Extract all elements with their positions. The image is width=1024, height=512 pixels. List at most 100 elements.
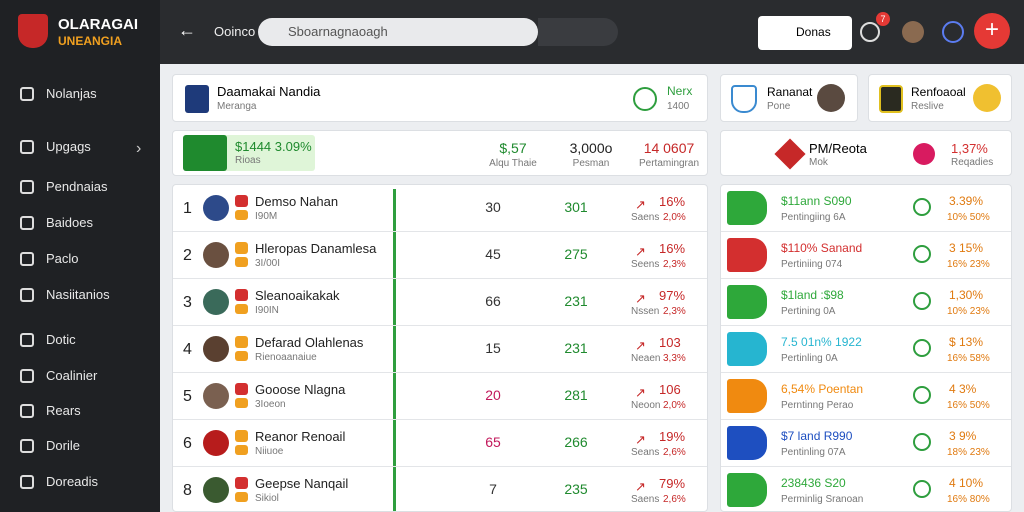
pct-sub: 2,0% (663, 400, 686, 411)
player-sub: I90IN (255, 305, 279, 316)
trend-icon: ↗ (635, 291, 646, 306)
badge (235, 430, 248, 442)
avatar (203, 430, 229, 456)
header-card: Renfoaoal Reslive (868, 74, 1012, 122)
stat-b: 231 (564, 293, 588, 309)
status-icon (913, 386, 931, 404)
stat-a: 65 (485, 434, 501, 450)
avatar (203, 242, 229, 268)
item-sub: Pentinling 07A (781, 447, 846, 458)
item-sub: Perntinng Perao (781, 400, 854, 411)
stat-b: 235 (564, 481, 588, 497)
highlight-icon (183, 135, 227, 171)
page-label: Ooinco (214, 24, 256, 39)
brand-subtitle: UNEANGIA (58, 34, 123, 48)
nav-item[interactable]: Paclo (20, 251, 79, 266)
nav-icon (20, 139, 34, 154)
team-logo (731, 85, 757, 113)
header-card: Rananat Pone (720, 74, 858, 122)
nav-label: Doreadis (46, 474, 99, 489)
list-row[interactable]: 238436 S20 Perminlig Sranoan 4 10% 16% 80% (721, 466, 1011, 511)
status-icon (913, 339, 931, 357)
stat-b: 281 (564, 387, 588, 403)
player-sub: Sikiol (255, 493, 279, 504)
highlight-label: Rioas (235, 155, 261, 166)
nav-item[interactable]: Nasiitanios (20, 287, 110, 302)
nav-label: Baidoes (46, 215, 93, 230)
side-title: Nerx (667, 84, 693, 98)
search-box[interactable]: Sboarnagnaoagh (258, 18, 538, 46)
stat-label: Pertamingran (638, 158, 700, 169)
stat-subtitle: Mok (809, 157, 828, 168)
rank: 5 (183, 388, 192, 405)
table-row[interactable]: 2 Hleropas Danamlesa 3I/00I 45 275 ↗ 16% Seens 2… (173, 231, 707, 278)
player-sub: Niiuoe (255, 446, 284, 457)
add-button[interactable]: + (974, 13, 1010, 49)
globe-icon[interactable] (942, 21, 964, 43)
item-range: 18% 23% (947, 447, 990, 458)
profile-button[interactable]: Donas (758, 16, 852, 50)
notification-icon[interactable] (860, 22, 880, 42)
nav-item[interactable]: Rears (20, 403, 81, 418)
pct-sub: 2,6% (663, 447, 686, 458)
item-value: 3 9% (949, 429, 977, 443)
rank: 3 (183, 294, 192, 311)
team-logo (879, 85, 903, 113)
item-sub: Pertining 0A (781, 306, 836, 317)
badge (235, 383, 248, 395)
pct-label: Seens (631, 259, 660, 270)
nav-item[interactable]: Dotic (20, 332, 76, 347)
pct-label: Neaen (631, 353, 661, 364)
list-row[interactable]: $110% Sanand Pertiniing 074 3 15% 16% 23% (721, 231, 1011, 278)
table-row[interactable]: 5 Gooose Nlagna 3Ioeon 20 281 ↗ 106 Neoon 2,0% (173, 372, 707, 419)
table-row[interactable]: 1 Demso Nahan I90M 30 301 ↗ 16% Saens 2,0% (173, 185, 707, 231)
table-row[interactable]: 4 Defarad Olahlenas Rienoaanaiue 15 231 ↗ 103 N… (173, 325, 707, 372)
list-row[interactable]: $7 land R990 Pentinling 07A 3 9% 18% 23% (721, 419, 1011, 466)
table-row[interactable]: 3 Sleanoaikakak I90IN 66 231 ↗ 97% Nssen 2,3% (173, 278, 707, 325)
rank: 1 (183, 200, 192, 217)
badge (235, 351, 248, 361)
item-value: 3.39% (949, 194, 984, 208)
nav-item[interactable]: Upgags (20, 139, 91, 154)
status-icon (913, 198, 931, 216)
avatar[interactable] (902, 21, 924, 43)
list-row[interactable]: 6,54% Poentan Perntinng Perao 4 3% 16% 50% (721, 372, 1011, 419)
avatar (203, 477, 229, 503)
brand-title: OLARAGAI (58, 16, 138, 33)
list-row[interactable]: 7.5 01n% 1922 Pertinling 0A $ 13% 16% 58% (721, 325, 1011, 372)
table-row[interactable]: 6 Reanor Renoail Niiuoe 65 266 ↗ 19% Seans 2,6% (173, 419, 707, 466)
trend-icon: ↗ (635, 432, 646, 447)
badge (235, 289, 248, 301)
highlight-value: $1444 3.09% (235, 139, 312, 154)
pct: 103 (659, 335, 681, 350)
pct: 19% (659, 429, 686, 444)
color-tag (727, 379, 767, 413)
item-sub: Perminlig Sranoan (781, 494, 864, 505)
list-row[interactable]: $11ann S090 Pentingiing 6A 3.39% 10% 50% (721, 185, 1011, 231)
item-sub: Pentingiing 6A (781, 212, 846, 223)
player-name: Demso Nahan (255, 194, 339, 209)
nav-item[interactable]: Nolanjas (20, 86, 97, 101)
player-name: Defarad Olahlenas (255, 335, 364, 350)
stat-value: 14 0607 (643, 140, 695, 156)
list-row[interactable]: $1land :$98 Pertining 0A 1,30% 10% 23% (721, 278, 1011, 325)
nav-icon (20, 86, 34, 101)
nav-item[interactable]: Dorile (20, 438, 80, 453)
nav-item[interactable]: Coalinier (20, 368, 97, 383)
back-button[interactable]: ← (178, 20, 196, 40)
nav-item[interactable]: Baidoes (20, 215, 93, 230)
nav-item[interactable]: Pendnaias (20, 179, 107, 194)
nav-icon (20, 474, 34, 489)
stat-icon (913, 143, 935, 165)
player-sub: 3Ioeon (255, 399, 286, 410)
nav-item[interactable]: Doreadis (20, 474, 98, 489)
sidebar: OLARAGAI UNEANGIA › Nolanjas Upgags Pendna… (0, 0, 160, 512)
card-title: Renfoaoal (911, 85, 966, 99)
item-value: 4 10% (949, 476, 984, 490)
pct-sub: 2,3% (663, 259, 686, 270)
side-subtitle: 1400 (667, 101, 690, 112)
stat-b: 231 (564, 340, 588, 356)
table-row[interactable]: 8 Geepse Nanqail Sikiol 7 235 ↗ 79% Saens 2,6% (173, 466, 707, 511)
